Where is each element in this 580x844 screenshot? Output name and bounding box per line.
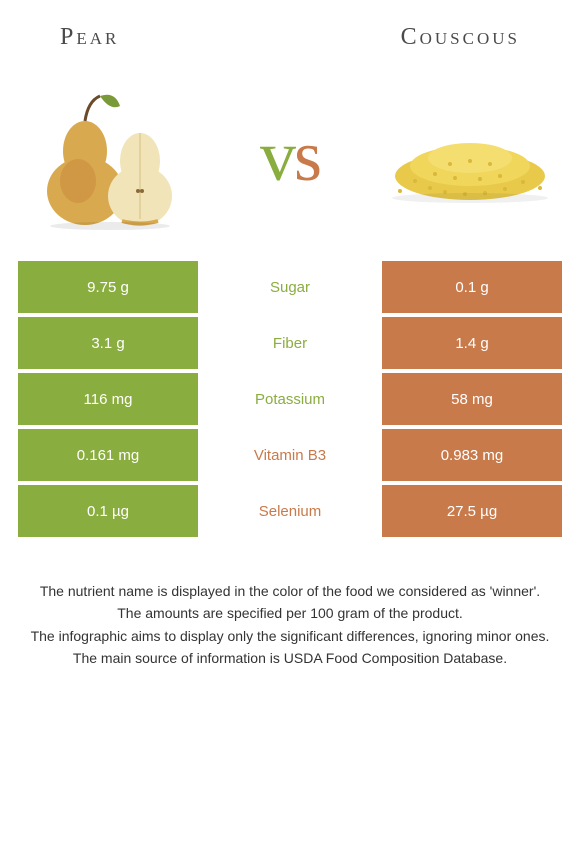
footer-line: The infographic aims to display only the…	[18, 626, 562, 646]
value-left: 0.1 µg	[18, 485, 198, 537]
pear-image	[20, 76, 200, 236]
table-row: 116 mgPotassium58 mg	[18, 373, 562, 425]
vs-v: v	[260, 116, 294, 196]
nutrient-label: Selenium	[198, 485, 382, 537]
comparison-table: 9.75 gSugar0.1 g3.1 gFiber1.4 g116 mgPot…	[0, 261, 580, 537]
table-row: 9.75 gSugar0.1 g	[18, 261, 562, 313]
header: Pear Couscous	[0, 0, 580, 61]
nutrient-label: Sugar	[198, 261, 382, 313]
value-right: 1.4 g	[382, 317, 562, 369]
value-left: 116 mg	[18, 373, 198, 425]
footer-line: The main source of information is USDA F…	[18, 648, 562, 668]
table-row: 0.1 µgSelenium27.5 µg	[18, 485, 562, 537]
table-row: 3.1 gFiber1.4 g	[18, 317, 562, 369]
nutrient-label: Fiber	[198, 317, 382, 369]
value-right: 0.983 mg	[382, 429, 562, 481]
value-left: 3.1 g	[18, 317, 198, 369]
nutrient-label: Potassium	[198, 373, 382, 425]
table-row: 0.161 mgVitamin B30.983 mg	[18, 429, 562, 481]
header-left: Pear	[60, 24, 119, 51]
value-left: 0.161 mg	[18, 429, 198, 481]
nutrient-label: Vitamin B3	[198, 429, 382, 481]
value-right: 0.1 g	[382, 261, 562, 313]
couscous-image	[380, 76, 560, 236]
vs-label: vs	[260, 115, 320, 198]
footer-line: The nutrient name is displayed in the co…	[18, 581, 562, 601]
footer-line: The amounts are specified per 100 gram o…	[18, 603, 562, 623]
value-left: 9.75 g	[18, 261, 198, 313]
images-row: vs	[0, 61, 580, 261]
value-right: 58 mg	[382, 373, 562, 425]
header-right: Couscous	[401, 24, 520, 51]
footer-notes: The nutrient name is displayed in the co…	[0, 541, 580, 668]
vs-s: s	[294, 116, 320, 196]
value-right: 27.5 µg	[382, 485, 562, 537]
